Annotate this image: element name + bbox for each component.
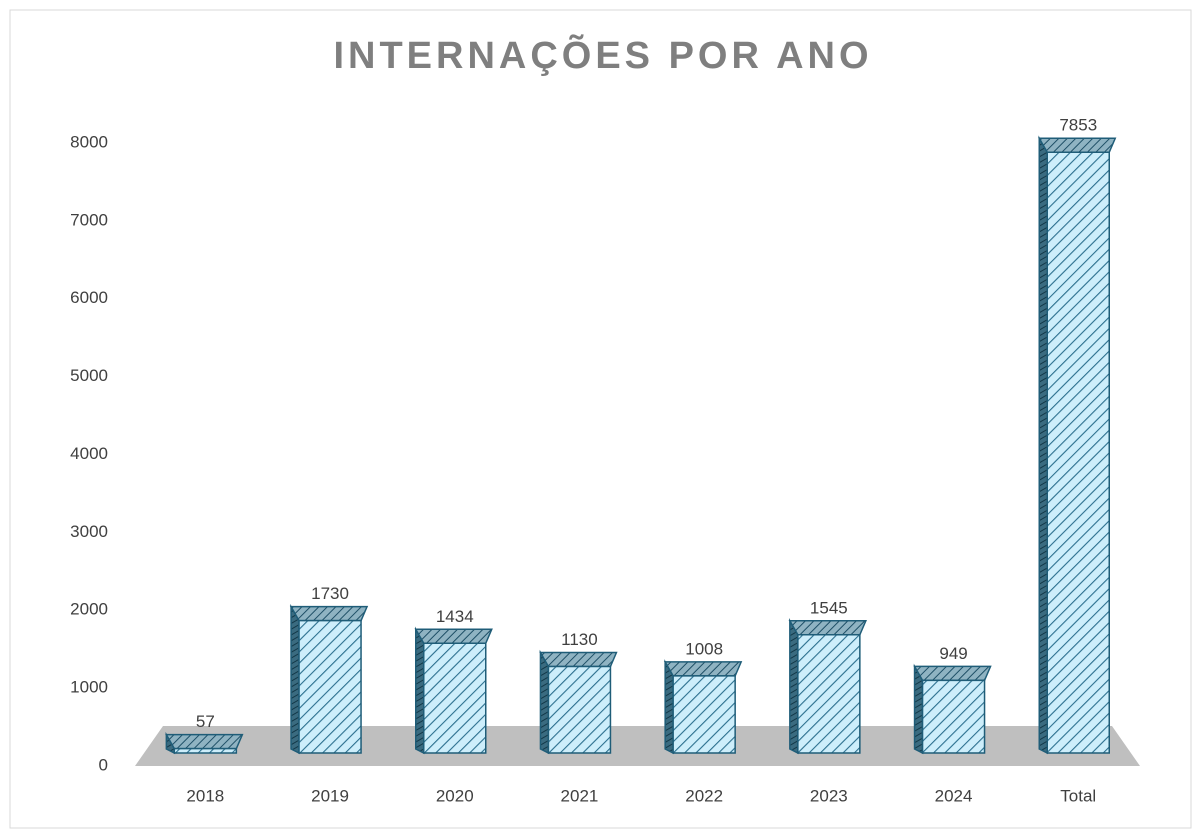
floor	[135, 726, 1140, 766]
bar-top	[663, 661, 743, 677]
value-label: 1434	[436, 607, 474, 626]
x-tick-label: 2021	[561, 786, 599, 805]
bar-top	[913, 665, 992, 682]
bar-front	[298, 619, 362, 754]
bar-side	[415, 626, 425, 755]
bar	[289, 603, 369, 755]
bar-top	[539, 651, 618, 668]
bar-side	[664, 659, 674, 755]
value-label: 1130	[561, 630, 598, 649]
bar-side	[290, 603, 300, 755]
bar-side	[539, 649, 550, 755]
chart-title: INTERNAÇÕES POR ANO	[333, 33, 872, 77]
bar	[913, 663, 992, 755]
x-tick-label: 2020	[436, 786, 474, 805]
bar-top	[165, 733, 244, 750]
bar-front	[173, 747, 238, 754]
bar-front	[921, 679, 986, 754]
bar-front	[547, 665, 612, 754]
bar-side	[1038, 135, 1048, 755]
x-tick-label: 2018	[186, 786, 224, 805]
bar	[539, 649, 618, 755]
value-label: 1008	[685, 639, 723, 658]
bar	[1037, 135, 1117, 755]
bar	[663, 659, 743, 755]
y-tick-label: 8000	[70, 132, 108, 151]
x-tick-label: 2019	[311, 786, 349, 805]
bar-top	[289, 605, 369, 622]
value-label: 1545	[810, 598, 848, 617]
bar	[165, 731, 244, 755]
value-label: 57	[196, 712, 215, 731]
bar-front	[797, 634, 861, 754]
bar-top	[414, 628, 493, 645]
x-tick-label: 2024	[935, 786, 973, 805]
x-tick-label: 2023	[810, 786, 848, 805]
bar	[788, 617, 867, 755]
y-tick-label: 7000	[70, 210, 108, 229]
y-tick-label: 2000	[70, 600, 108, 619]
bar-front	[423, 642, 487, 754]
y-tick-label: 5000	[70, 366, 108, 385]
bar-top	[1037, 137, 1117, 153]
bar-front	[1046, 151, 1110, 754]
bar-side	[789, 617, 799, 755]
value-label: 7853	[1059, 116, 1097, 135]
y-tick-label: 1000	[70, 678, 108, 697]
bar-top	[788, 620, 867, 636]
x-tick-label: 2022	[685, 786, 723, 805]
bar-front	[672, 675, 736, 754]
value-label: 949	[939, 644, 967, 663]
y-tick-label: 0	[99, 755, 108, 774]
value-label: 1730	[311, 584, 349, 603]
y-tick-label: 4000	[70, 444, 108, 463]
x-tick-label: Total	[1060, 786, 1096, 805]
y-tick-label: 3000	[70, 522, 108, 541]
y-tick-label: 6000	[70, 288, 108, 307]
bar	[414, 626, 493, 755]
